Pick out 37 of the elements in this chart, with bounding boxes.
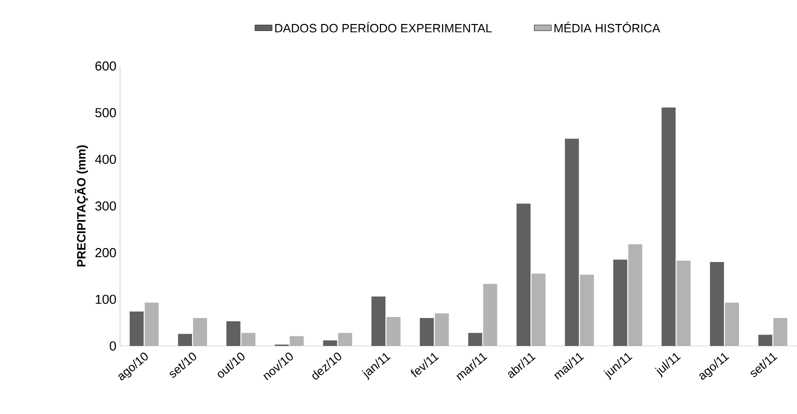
- y-tick-label: 400: [95, 154, 116, 164]
- bar: [676, 260, 691, 346]
- legend-label: DADOS DO PERÍODO EXPERIMENTAL: [275, 22, 492, 32]
- bar: [468, 332, 482, 346]
- y-tick-label: 500: [95, 108, 116, 118]
- bar: [532, 274, 546, 346]
- bar: [628, 244, 642, 346]
- bar: [144, 302, 159, 346]
- bar: [564, 138, 579, 346]
- y-tick-label: 200: [95, 248, 116, 258]
- bar: [371, 296, 386, 346]
- bar: [338, 332, 352, 346]
- legend-label: MÉDIA HISTÓRICA: [554, 22, 660, 32]
- bar: [662, 108, 676, 346]
- bar: [130, 311, 144, 346]
- bar: [434, 313, 449, 346]
- y-axis-title: PRECIPITAÇÃO (mm): [74, 145, 88, 266]
- bar: [773, 318, 788, 346]
- bar: [178, 334, 192, 346]
- bar: [580, 274, 594, 346]
- bar: [241, 332, 256, 346]
- y-tick-label: 0: [110, 341, 116, 351]
- bar: [226, 321, 240, 346]
- y-tick-label: 300: [95, 201, 116, 211]
- bar: [193, 318, 208, 346]
- bar: [516, 204, 531, 346]
- bar: [420, 318, 434, 346]
- bar: [290, 336, 304, 346]
- bar: [758, 334, 772, 346]
- bar: [724, 302, 739, 346]
- bar: [483, 284, 498, 346]
- bar: [710, 262, 724, 346]
- bar: [323, 340, 338, 346]
- bar: [386, 317, 400, 346]
- bar: [613, 260, 628, 346]
- y-tick-label: 100: [96, 294, 116, 304]
- y-tick-label: 600: [95, 61, 116, 71]
